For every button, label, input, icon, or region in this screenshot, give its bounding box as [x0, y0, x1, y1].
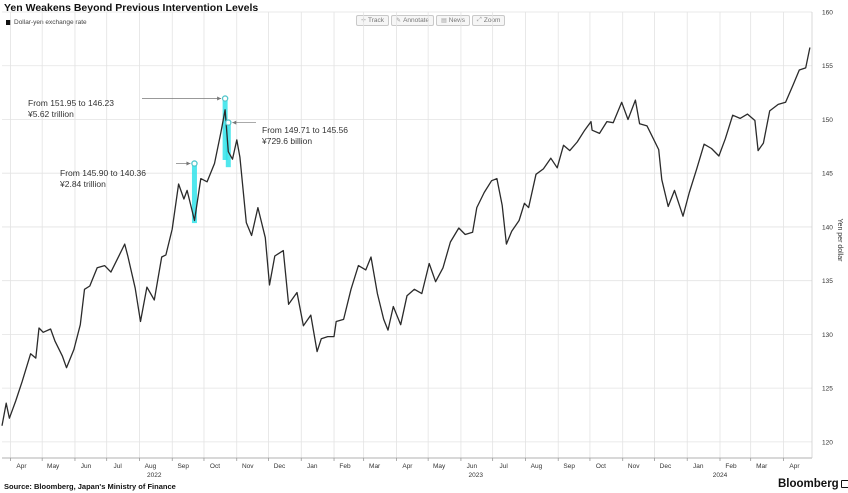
x-tick-label: Oct: [210, 463, 220, 470]
year-label: 2024: [713, 472, 728, 479]
x-tick-label: Apr: [789, 463, 800, 470]
x-tick-label: Sep: [177, 463, 189, 470]
x-tick-label: Mar: [369, 463, 381, 470]
x-tick-label: Feb: [725, 463, 737, 470]
chart-toolbar: ✛ Track ✎ Annotate ▤ News ⤢ Zoom: [356, 15, 506, 26]
annotate-button[interactable]: ✎ Annotate: [391, 15, 435, 26]
intervention-bar: [191, 163, 197, 224]
y-tick-label: 145: [822, 171, 833, 178]
x-tick-label: Jan: [307, 463, 318, 470]
intervention-marker: [191, 160, 198, 167]
bloomberg-mark-icon: [840, 480, 848, 488]
x-tick-label: Dec: [660, 463, 672, 470]
chart-title: Yen Weakens Beyond Previous Intervention…: [4, 2, 259, 14]
y-tick-label: 160: [822, 10, 833, 17]
annotation-amount-text: ¥5.62 trillion: [27, 109, 74, 119]
y-tick-label: 150: [822, 117, 833, 124]
y-tick-label: 140: [822, 224, 833, 231]
news-button-label: News: [448, 17, 466, 24]
x-tick-label: May: [433, 463, 446, 470]
y-tick-label: 130: [822, 332, 833, 339]
x-tick-label: Jan: [693, 463, 704, 470]
legend: Dollar-yen exchange rate: [6, 19, 87, 26]
x-tick-label: Apr: [402, 463, 413, 470]
y-axis-title: Yen per dollar: [836, 219, 843, 263]
x-tick-label: Nov: [628, 463, 640, 470]
legend-swatch: [6, 20, 11, 25]
x-tick-label: Jun: [467, 463, 478, 470]
x-tick-label: Jun: [81, 463, 92, 470]
zoom-button-label: Zoom: [483, 17, 501, 24]
intervention-marker: [225, 119, 232, 126]
source-note: Source: Bloomberg, Japan's Ministry of F…: [4, 482, 176, 491]
x-tick-label: May: [47, 463, 60, 470]
price-line: [1, 47, 811, 426]
x-tick-label: Oct: [596, 463, 606, 470]
annotation-range-text: From 145.90 to 140.36: [60, 168, 146, 178]
x-tick-label: Jul: [499, 463, 508, 470]
x-tick-label: Feb: [339, 463, 351, 470]
intervention-bar: [222, 98, 228, 160]
annotation-arrowhead: [232, 120, 237, 125]
legend-label: Dollar-yen exchange rate: [14, 19, 87, 26]
y-tick-label: 135: [822, 278, 833, 285]
y-tick-label: 155: [822, 63, 833, 70]
annotate-button-label: Annotate: [403, 17, 430, 24]
x-tick-label: Sep: [563, 463, 575, 470]
intervention-marker: [221, 95, 229, 102]
pencil-icon: ✎: [396, 18, 402, 24]
y-tick-label: 120: [822, 439, 833, 446]
year-label: 2023: [468, 472, 483, 479]
news-button[interactable]: ▤ News: [436, 15, 471, 26]
x-tick-label: Jul: [114, 463, 123, 470]
annotation-range-text: From 151.95 to 146.23: [28, 98, 114, 108]
track-button-label: Track: [368, 17, 385, 24]
annotation-arrowhead: [186, 161, 191, 166]
x-tick-label: Apr: [16, 463, 27, 470]
annotation-arrowhead: [217, 96, 222, 101]
y-tick-label: 125: [822, 386, 833, 393]
annotation-amount-text: ¥2.84 trillion: [59, 179, 106, 189]
zoom-button[interactable]: ⤢ Zoom: [472, 15, 506, 26]
x-tick-label: Nov: [242, 463, 254, 470]
x-tick-label: Mar: [756, 463, 768, 470]
x-tick-label: Aug: [145, 463, 157, 470]
bloomberg-logo: Bloomberg: [778, 478, 848, 490]
brand-name: Bloomberg: [778, 478, 839, 490]
zoom-icon: ⤢: [477, 17, 482, 23]
annotation-amount-text: ¥729.6 billion: [261, 136, 312, 146]
annotation-range-text: From 149.71 to 145.56: [262, 125, 348, 135]
news-icon: ▤: [441, 18, 447, 24]
year-label: 2022: [147, 472, 162, 479]
x-tick-label: Dec: [274, 463, 286, 470]
x-tick-label: Aug: [531, 463, 543, 470]
